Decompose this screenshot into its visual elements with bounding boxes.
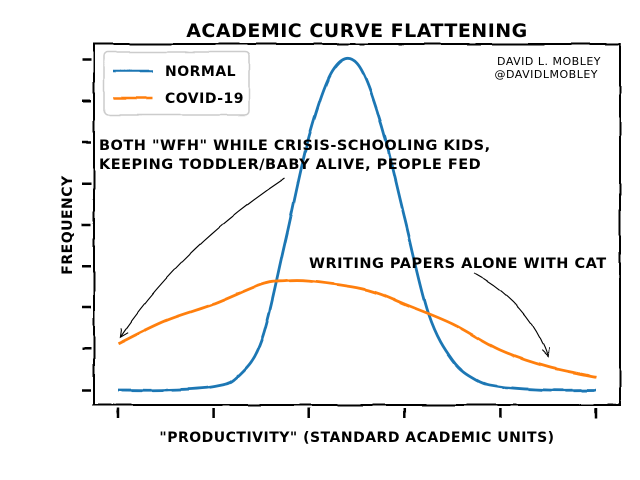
plot-frame bbox=[93, 43, 621, 406]
series-line-covid-19 bbox=[117, 279, 597, 379]
annotation-1-line-2: KEEPING TODDLER/BABY ALIVE, PEOPLE FED bbox=[99, 157, 481, 173]
legend bbox=[103, 51, 250, 116]
legend-label-normal: NORMAL bbox=[165, 64, 236, 80]
series-line-normal bbox=[117, 56, 597, 392]
credit-handle: @DAVIDLMOBLEY bbox=[495, 68, 598, 81]
annotation-arrow-2 bbox=[473, 272, 549, 358]
x-axis-label: "PRODUCTIVITY" (STANDARD ACADEMIC UNITS) bbox=[159, 430, 554, 446]
x-axis-ticks bbox=[116, 408, 598, 418]
y-axis-label: FREQUENCY bbox=[60, 175, 76, 275]
series-layer bbox=[117, 56, 597, 392]
annotation-arrow-1 bbox=[119, 177, 286, 338]
plot-area bbox=[82, 43, 621, 418]
credit-name: DAVID L. MOBLEY bbox=[497, 55, 601, 68]
annotation-2-line-1: WRITING PAPERS ALONE WITH CAT bbox=[309, 256, 607, 272]
annotation-arrowhead-2 bbox=[541, 347, 550, 359]
annotation-arrowhead-1 bbox=[119, 328, 129, 339]
y-axis-ticks bbox=[82, 58, 91, 392]
annotation-arrows bbox=[119, 177, 550, 359]
chart-title: ACADEMIC CURVE FLATTENING bbox=[186, 20, 528, 42]
annotation-1-line-1: BOTH "WFH" WHILE CRISIS-SCHOOLING KIDS, bbox=[99, 138, 491, 154]
legend-label-covid-19: COVID-19 bbox=[165, 91, 244, 107]
